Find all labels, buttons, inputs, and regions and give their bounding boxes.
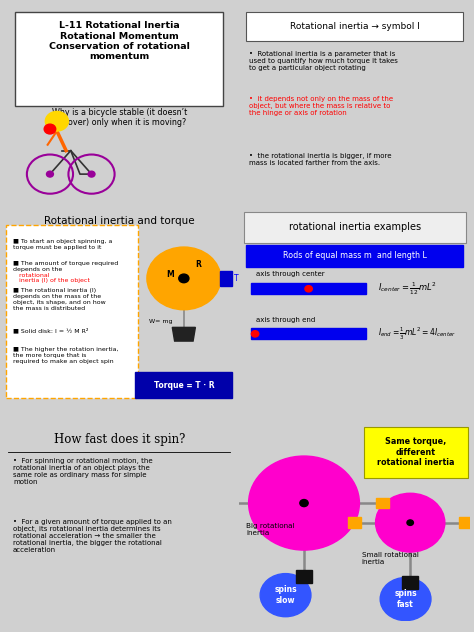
Text: •  For a given amount of torque applied to an
object, its rotational inertia det: • For a given amount of torque applied t… [13,519,172,553]
Text: Rods of equal mass m  and length L: Rods of equal mass m and length L [283,252,427,260]
Circle shape [375,493,445,552]
Text: •  the rotational inertia is bigger, if more
mass is located farther from the ax: • the rotational inertia is bigger, if m… [248,152,391,166]
Text: W= mg: W= mg [149,319,173,324]
Bar [348,517,361,528]
Text: •  it depends not only on the mass of the
object, but where the mass is relative: • it depends not only on the mass of the… [248,96,393,116]
Bar [219,497,232,509]
Text: Torque = T · R: Torque = T · R [154,380,214,390]
Text: ■ The higher the rotation inertia,
the more torque that is
required to make an o: ■ The higher the rotation inertia, the m… [13,347,118,363]
Polygon shape [173,327,195,341]
Circle shape [260,574,311,617]
Bar [376,497,389,509]
Text: $I_{end} = \frac{1}{3}mL^2 = 4I_{center}$: $I_{end} = \frac{1}{3}mL^2 = 4I_{center}… [378,325,456,342]
Text: How fast does it spin?: How fast does it spin? [54,432,185,446]
Text: axis through end: axis through end [255,317,315,322]
Circle shape [88,171,95,177]
Circle shape [44,124,56,134]
Circle shape [251,331,259,337]
Text: axis through center: axis through center [255,272,324,277]
Bar [251,329,366,339]
Circle shape [46,111,68,131]
Text: R: R [195,260,201,269]
FancyBboxPatch shape [136,372,232,398]
Circle shape [305,286,312,292]
Circle shape [407,520,413,525]
Text: ■ Solid disk: I = ½ M R²: ■ Solid disk: I = ½ M R² [13,327,88,333]
Bar [251,283,366,294]
Circle shape [46,171,54,177]
Text: spins
slow: spins slow [274,585,297,605]
Bar [402,576,418,589]
Text: ■ To start an object spinning, a
torque must be applied to it: ■ To start an object spinning, a torque … [13,240,112,250]
FancyBboxPatch shape [246,11,463,41]
Text: rotational inertia examples: rotational inertia examples [289,222,421,233]
Bar [246,245,463,267]
Text: Why is a bicycle stable (it doesn’t
fall over) only when it is moving?: Why is a bicycle stable (it doesn’t fall… [52,107,187,127]
Bar [459,517,472,528]
Text: rotational
   inertia (I) of the object: rotational inertia (I) of the object [13,272,90,283]
FancyBboxPatch shape [244,212,465,243]
Text: ■ The rotational inertia (I)
depends on the mass of the
object, its shape, and o: ■ The rotational inertia (I) depends on … [13,288,106,310]
Text: L-11 Rotational Inertia
Rotational Momentum
Conservation of rotational
momentum: L-11 Rotational Inertia Rotational Momen… [49,21,190,61]
Text: Same torque,
different
rotational inertia: Same torque, different rotational inerti… [377,437,455,467]
Circle shape [179,274,189,283]
Bar [296,569,312,583]
Text: Rotational inertia and torque: Rotational inertia and torque [44,216,194,226]
Text: Small rotational
inertia: Small rotational inertia [362,552,419,565]
Text: ■ The amount of torque required
depends on the: ■ The amount of torque required depends … [13,261,118,272]
Circle shape [300,499,308,507]
Bar [219,270,232,286]
Text: •  Rotational inertia is a parameter that is
used to quantify how much torque it: • Rotational inertia is a parameter that… [248,51,398,71]
Text: •  For spinning or rotational motion, the
rotational inertia of an object plays : • For spinning or rotational motion, the… [13,458,153,485]
Text: $I_{center} = \frac{1}{12}mL^2$: $I_{center} = \frac{1}{12}mL^2$ [378,281,437,297]
Circle shape [147,247,221,310]
FancyBboxPatch shape [6,226,137,398]
FancyBboxPatch shape [15,11,223,106]
FancyBboxPatch shape [364,427,468,478]
Text: T: T [234,274,238,283]
Text: M: M [166,270,174,279]
Circle shape [380,578,431,621]
Circle shape [248,456,359,550]
Text: Rotational inertia → symbol I: Rotational inertia → symbol I [290,21,419,31]
Text: spins
fast: spins fast [394,590,417,609]
Text: Big rotational
inertia: Big rotational inertia [246,523,295,536]
